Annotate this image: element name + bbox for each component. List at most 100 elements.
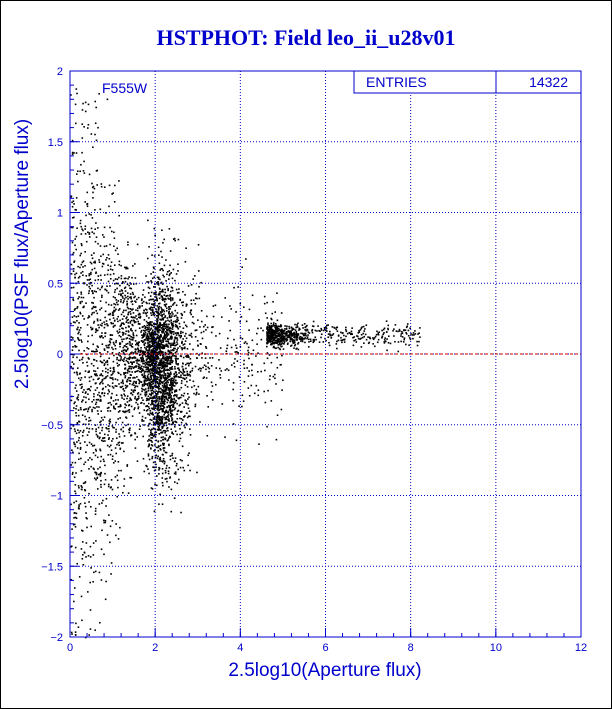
data-point — [84, 172, 86, 174]
data-point — [155, 405, 157, 407]
data-point — [82, 315, 84, 317]
data-point — [141, 360, 143, 362]
data-point — [143, 301, 145, 303]
data-point — [83, 170, 85, 172]
data-point — [130, 361, 132, 363]
data-point — [403, 339, 405, 341]
data-point — [135, 360, 137, 362]
data-point — [116, 359, 118, 361]
data-point — [219, 368, 221, 370]
data-point — [115, 429, 117, 431]
data-point — [231, 364, 233, 366]
data-point — [157, 413, 159, 415]
data-point — [185, 364, 187, 366]
data-point — [146, 410, 148, 412]
data-point — [71, 400, 73, 402]
data-point — [127, 322, 129, 324]
data-point — [80, 407, 82, 409]
data-point — [207, 362, 209, 364]
data-point — [159, 294, 161, 296]
data-point — [169, 373, 171, 375]
data-point — [215, 335, 217, 337]
data-point — [176, 357, 178, 359]
data-point — [153, 336, 155, 338]
data-point — [100, 324, 102, 326]
data-point — [127, 244, 129, 246]
data-point — [337, 330, 339, 332]
data-point — [275, 342, 277, 344]
data-point — [149, 303, 151, 305]
data-point — [279, 348, 281, 350]
data-point — [206, 435, 208, 437]
data-point — [82, 266, 84, 268]
data-point — [159, 468, 161, 470]
data-point — [158, 284, 160, 286]
data-point — [151, 392, 153, 394]
data-point — [91, 308, 93, 310]
data-point — [180, 438, 182, 440]
data-point — [122, 318, 124, 320]
data-point — [93, 379, 95, 381]
data-point — [286, 331, 288, 333]
data-point — [227, 338, 229, 340]
data-point — [172, 362, 174, 364]
data-point — [188, 363, 190, 365]
data-point — [248, 352, 250, 354]
data-point — [283, 331, 285, 333]
data-point — [171, 489, 173, 491]
data-point — [153, 418, 155, 420]
data-point — [134, 432, 136, 434]
data-point — [284, 342, 286, 344]
data-point — [101, 307, 103, 309]
data-point — [302, 324, 304, 326]
data-point — [181, 418, 183, 420]
data-point — [321, 329, 323, 331]
data-point — [84, 228, 86, 230]
data-point — [78, 626, 80, 628]
data-point — [376, 331, 378, 333]
data-point — [319, 341, 321, 343]
data-point — [88, 634, 90, 636]
data-point — [93, 359, 95, 361]
data-point — [169, 228, 171, 230]
data-point — [327, 336, 329, 338]
data-point — [161, 420, 163, 422]
data-point — [413, 334, 415, 336]
data-point — [252, 294, 254, 296]
data-point — [122, 359, 124, 361]
data-point — [82, 357, 84, 359]
data-point — [132, 332, 134, 334]
data-point — [114, 307, 116, 309]
data-point — [148, 327, 150, 329]
data-point — [125, 310, 127, 312]
data-point — [92, 302, 94, 304]
data-point — [374, 346, 376, 348]
data-point — [130, 339, 132, 341]
data-point — [105, 522, 107, 524]
data-point — [169, 393, 171, 395]
data-point — [95, 428, 97, 430]
data-point — [306, 338, 308, 340]
data-point — [364, 328, 366, 330]
data-point — [200, 282, 202, 284]
data-point — [119, 417, 121, 419]
data-point — [280, 346, 282, 348]
data-point — [108, 206, 110, 208]
data-point — [256, 385, 258, 387]
data-point — [75, 123, 77, 125]
data-point — [114, 345, 116, 347]
data-point — [185, 333, 187, 335]
data-point — [161, 389, 163, 391]
data-point — [108, 484, 110, 486]
data-point — [281, 409, 283, 411]
data-point — [179, 440, 181, 442]
data-point — [82, 109, 84, 111]
data-point — [89, 442, 91, 444]
data-point — [171, 357, 173, 359]
data-point — [95, 272, 97, 274]
data-point — [110, 338, 112, 340]
data-point — [94, 228, 96, 230]
data-point — [71, 361, 73, 363]
data-point — [95, 328, 97, 330]
data-point — [78, 440, 80, 442]
